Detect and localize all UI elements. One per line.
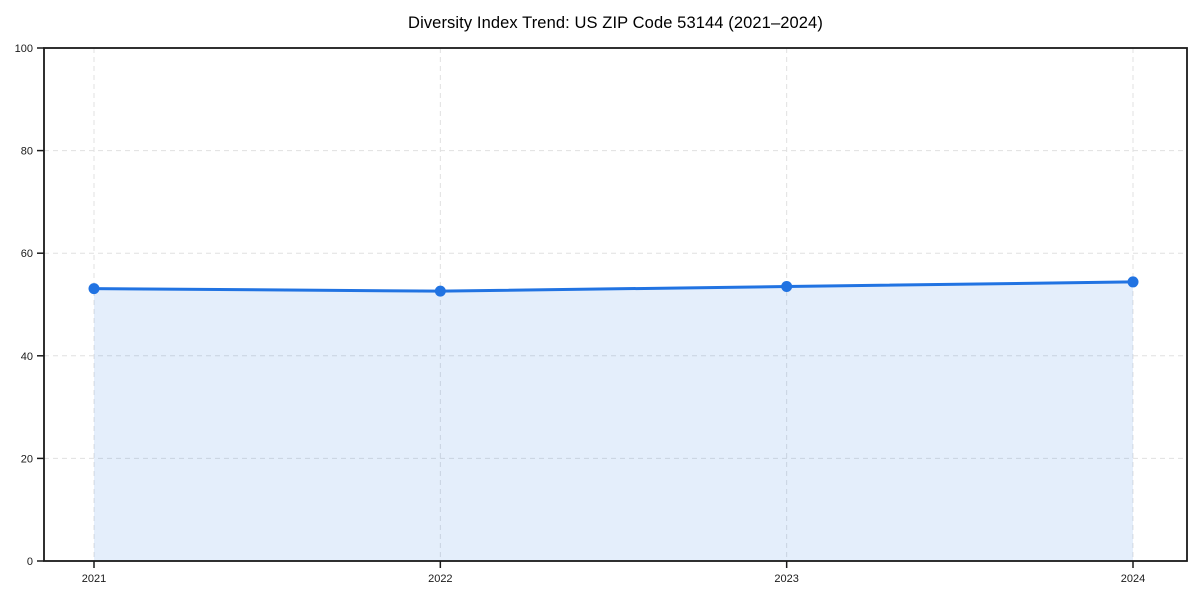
y-tick-label: 40 (21, 351, 33, 363)
data-point (1127, 276, 1139, 288)
data-point (781, 281, 793, 293)
y-tick-label: 20 (21, 453, 33, 465)
axis-frame (43, 47, 1188, 562)
data-point (88, 283, 100, 295)
y-tick-label: 60 (21, 248, 33, 260)
x-tick-label: 2023 (774, 573, 798, 585)
y-tick-label: 100 (15, 43, 33, 55)
y-tick-label: 0 (27, 556, 33, 568)
series-line (92, 280, 1135, 293)
x-tick-label: 2021 (82, 573, 106, 585)
x-tick-label: 2022 (428, 573, 452, 585)
y-tick-label: 80 (21, 146, 33, 158)
x-tick-label: 2024 (1121, 573, 1145, 585)
area-fill (94, 281, 1133, 561)
chart-title: Diversity Index Trend: US ZIP Code 53144… (408, 14, 823, 32)
data-point (434, 285, 446, 297)
